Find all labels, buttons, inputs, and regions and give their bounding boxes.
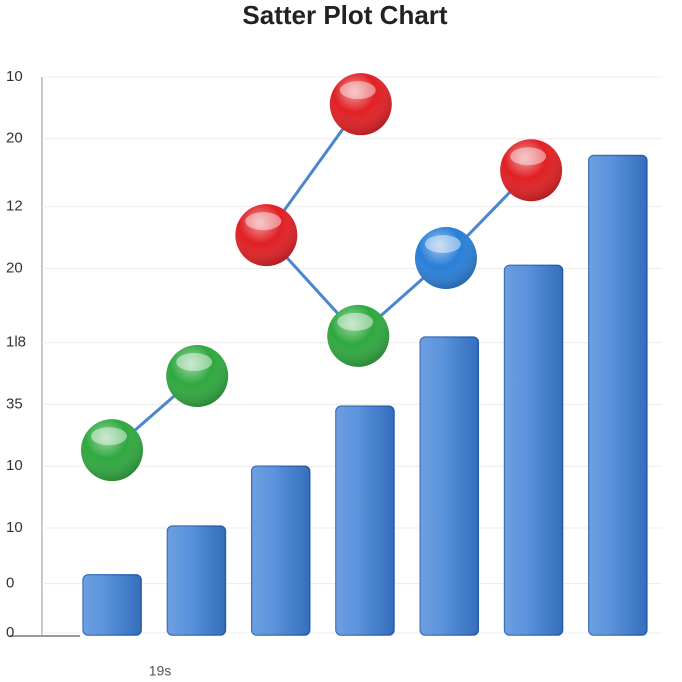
y-tick-label: 20 xyxy=(6,130,23,147)
point-shade xyxy=(327,304,390,367)
bar-group xyxy=(335,405,395,636)
point-shade xyxy=(235,204,298,267)
point-shade xyxy=(166,345,229,408)
bar-group xyxy=(250,465,311,636)
point-shade xyxy=(414,227,477,290)
point-highlight xyxy=(245,212,282,231)
bar-shine xyxy=(167,526,226,635)
point-shade xyxy=(329,73,392,136)
y-tick-label: 10 xyxy=(6,457,23,474)
bar-shine xyxy=(588,155,647,636)
bar-group xyxy=(503,264,564,636)
bar-shine xyxy=(420,337,479,635)
y-tick-label: 10 xyxy=(6,519,23,536)
point-highlight xyxy=(339,81,376,100)
bar-shine xyxy=(336,406,394,635)
y-tick-label: 0 xyxy=(6,624,14,641)
y-tick-label: 1l8 xyxy=(6,334,26,351)
point-highlight xyxy=(510,147,547,166)
point-shade xyxy=(500,139,563,202)
point-highlight xyxy=(176,353,213,372)
bar-group xyxy=(588,154,648,636)
chart-title: Satter Plot Chart xyxy=(242,0,447,30)
bar-group xyxy=(166,525,227,636)
bar-shine xyxy=(251,466,310,635)
point-highlight xyxy=(337,312,374,331)
point-highlight xyxy=(91,427,127,446)
y-tick-label: 20 xyxy=(6,259,23,276)
y-tick-label: 35 xyxy=(6,395,23,412)
y-tick-label: 10 xyxy=(6,68,23,85)
bar-shine xyxy=(83,574,142,635)
point-highlight xyxy=(424,235,461,254)
y-tick-label: 0 xyxy=(6,575,14,592)
bar-shine xyxy=(504,265,563,635)
point-shade xyxy=(81,419,143,482)
y-tick-label: 12 xyxy=(6,198,23,215)
bar-group xyxy=(82,574,142,636)
bar-group xyxy=(419,336,480,636)
x-axis-label: 19s xyxy=(149,663,172,679)
